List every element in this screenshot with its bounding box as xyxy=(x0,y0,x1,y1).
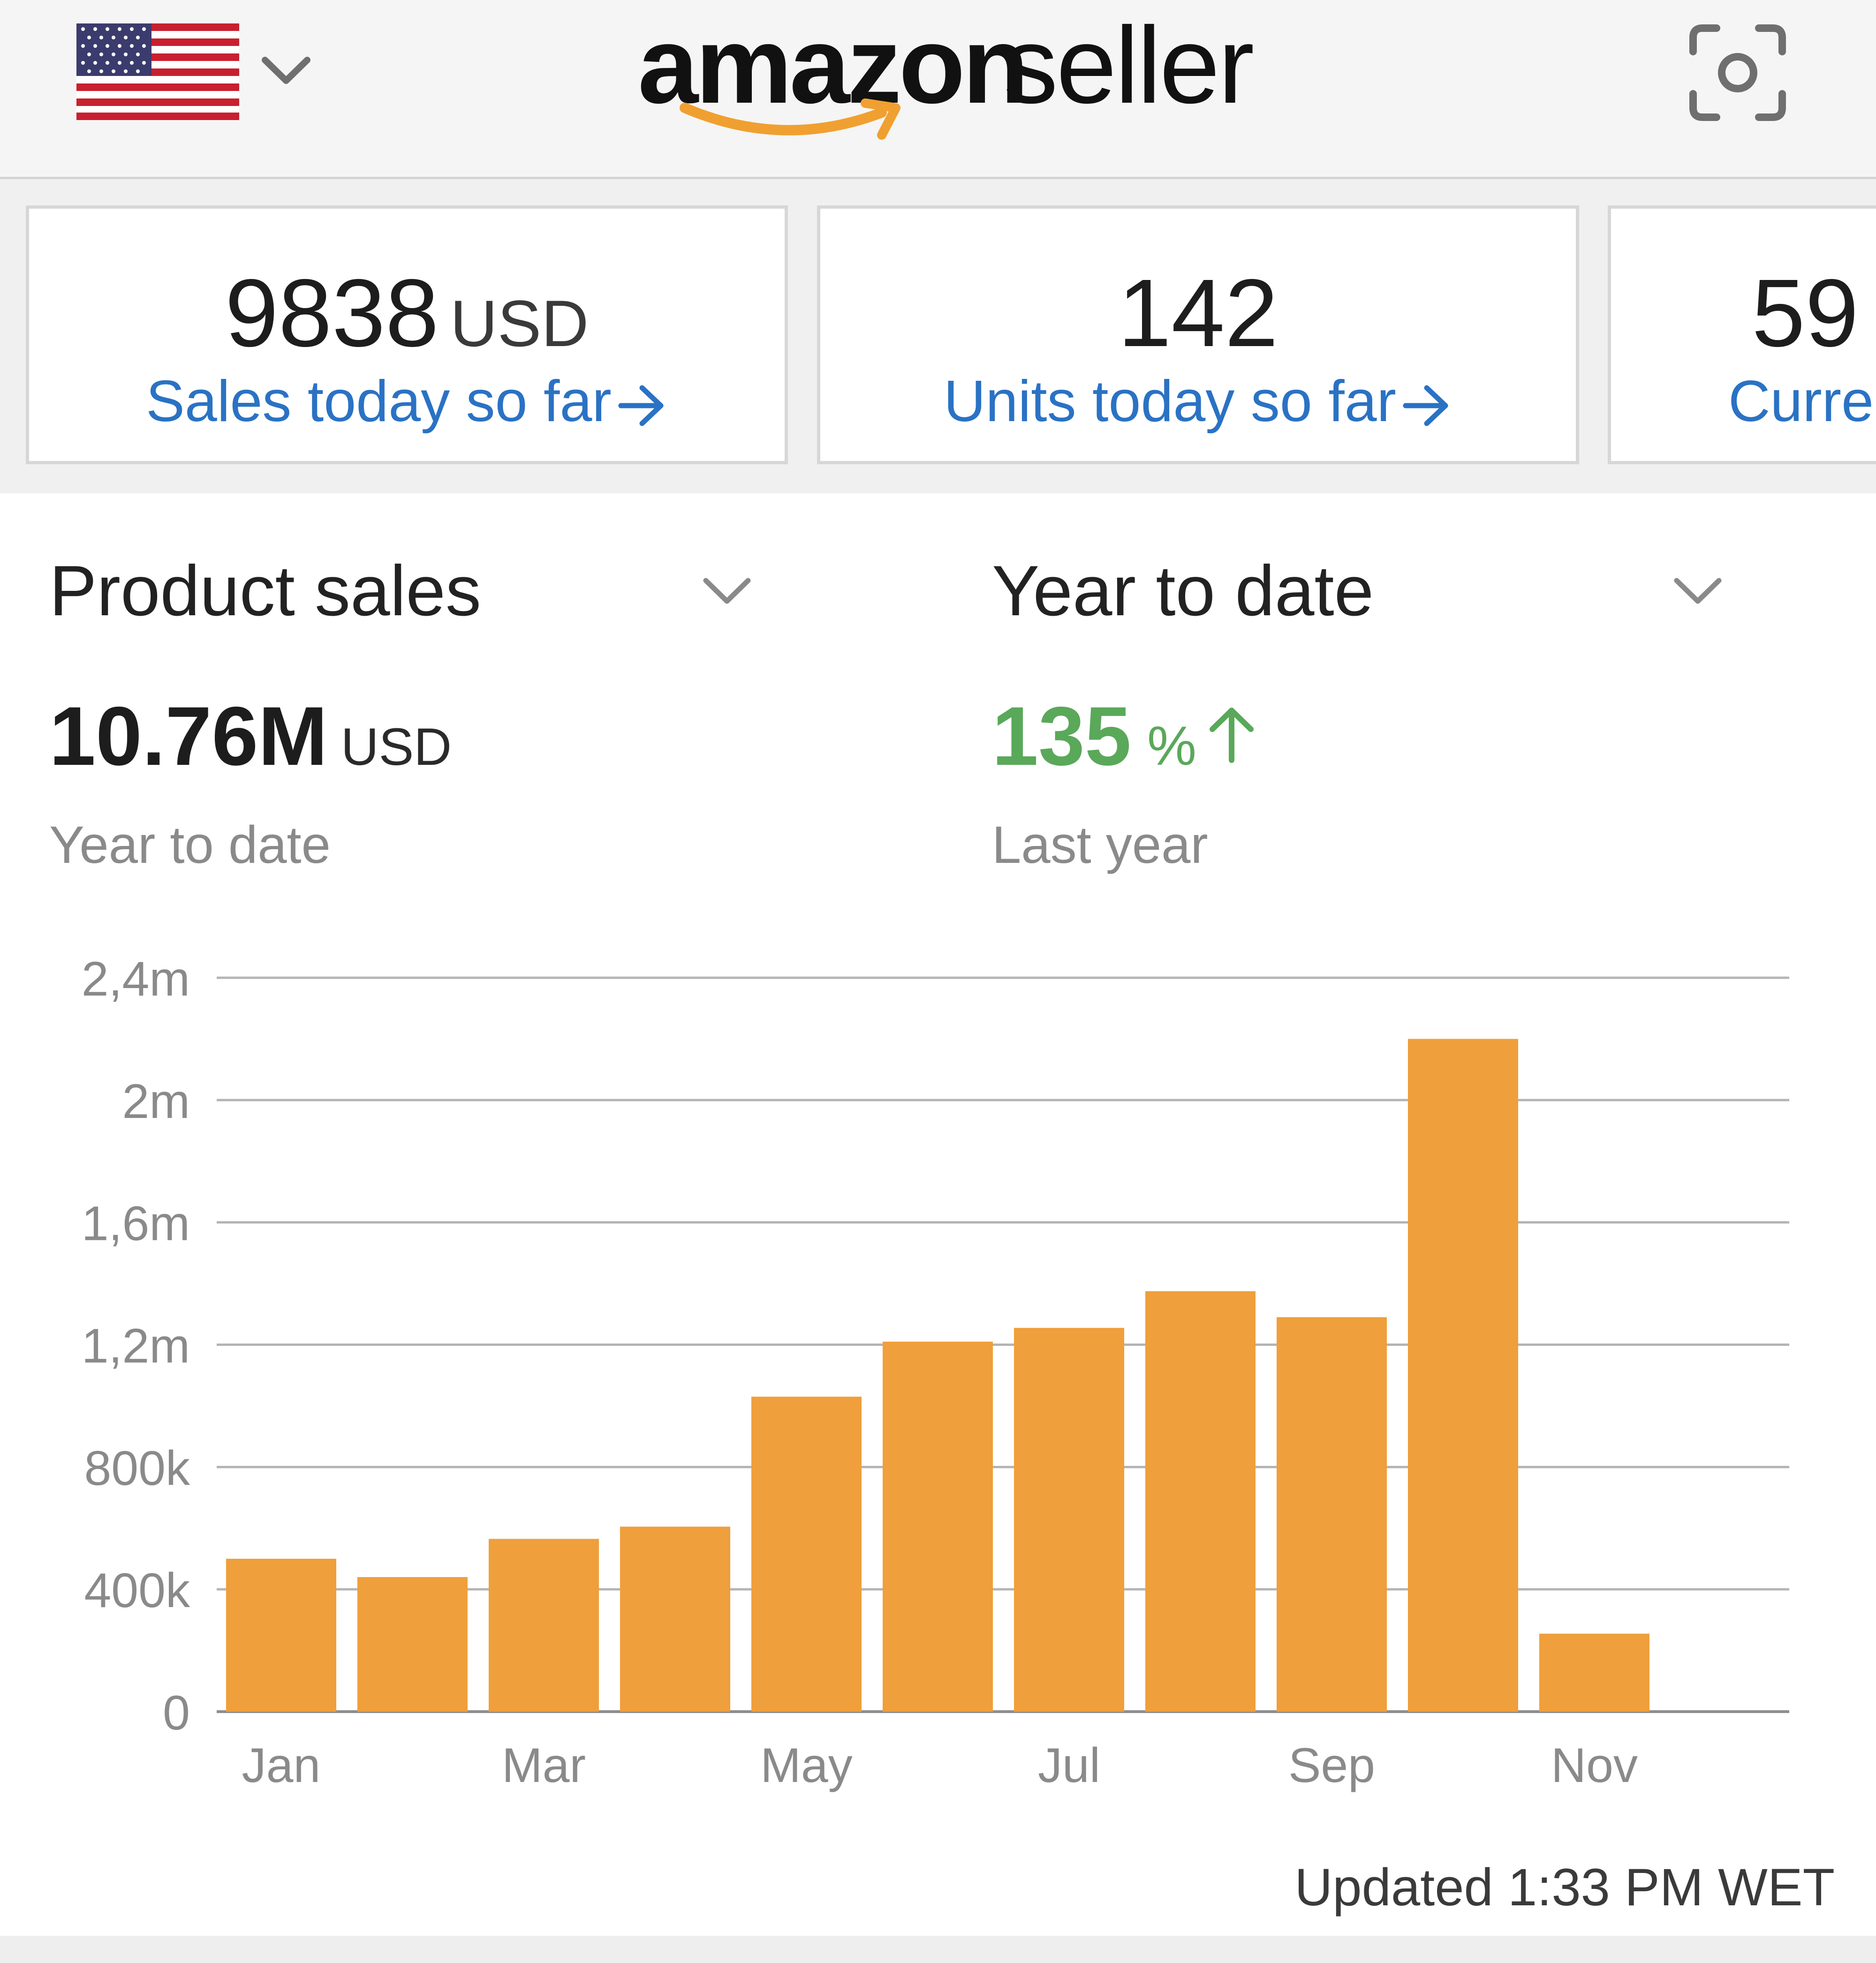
yoy-change-value: 135 xyxy=(992,689,1131,783)
x-tick-label: Sep xyxy=(1288,1738,1375,1793)
bottom-divider xyxy=(0,1936,1876,1963)
x-tick-label: Jan xyxy=(242,1738,321,1793)
period-selector[interactable]: Year to date xyxy=(992,551,1724,631)
current-card-link-label: Curre xyxy=(1728,369,1874,434)
bar-sep xyxy=(1277,1317,1387,1712)
chevron-down-icon xyxy=(1674,578,1722,604)
bar-may xyxy=(751,1397,862,1712)
amazon-seller-logo: amazon seller xyxy=(628,5,1254,145)
sales-today-value: 9838 xyxy=(225,259,439,367)
metric-value: 135% xyxy=(992,689,1257,810)
sales-today-link-label: Sales today so far xyxy=(146,369,612,434)
bar-jun xyxy=(883,1341,993,1712)
y-tick-label: 800k xyxy=(84,1441,190,1495)
metric-selector-label: Product sales xyxy=(49,551,481,631)
x-tick-label: Mar xyxy=(502,1738,586,1793)
x-tick-label: Nov xyxy=(1551,1738,1638,1793)
ytd-sales-metric: 10.76M USD Year to date xyxy=(49,689,452,875)
yoy-change-label: Last year xyxy=(992,815,1208,874)
units-today-card[interactable]: 142 Units today so far xyxy=(817,205,1579,464)
arrow-right-icon xyxy=(1403,385,1448,426)
bar-oct xyxy=(1408,1039,1518,1712)
card-value: 142 xyxy=(820,258,1576,369)
current-card-link[interactable]: Curre xyxy=(1728,368,1876,435)
current-card-partial[interactable]: 59 Curre xyxy=(1608,205,1876,464)
y-tick-label: 1,6m xyxy=(82,1197,190,1251)
bar-jul xyxy=(1014,1328,1124,1712)
arrow-up-icon xyxy=(1209,708,1254,763)
metric-selector[interactable]: Product sales xyxy=(49,551,753,631)
chevron-down-icon xyxy=(703,578,751,604)
y-tick-label: 400k xyxy=(84,1563,190,1618)
card-value: 59 xyxy=(1752,258,1876,369)
product-sales-chart: 0 400k 800k 1,2m 1,6m 2m 2,4m Jan Mar May Jul Sep No… xyxy=(0,919,1876,1824)
sales-today-card[interactable]: 9838 USD Sales today so far xyxy=(26,205,788,464)
bar-aug xyxy=(1145,1291,1256,1712)
us-flag-icon[interactable] xyxy=(76,23,239,120)
summary-cards: 9838 USD Sales today so far 142 Units tod… xyxy=(0,179,1876,493)
x-tick-label: May xyxy=(760,1738,852,1793)
sales-today-unit: USD xyxy=(450,287,589,360)
metric-value: 10.76M USD xyxy=(49,689,452,810)
sales-today-link[interactable]: Sales today so far xyxy=(29,368,785,435)
bar-feb xyxy=(357,1577,468,1712)
ytd-sales-value: 10.76M xyxy=(49,689,328,783)
app-header: amazon seller xyxy=(0,0,1876,179)
y-tick-label: 2,4m xyxy=(82,952,190,1006)
logo-word-amazon: amazon xyxy=(638,5,1029,126)
y-tick-label: 0 xyxy=(163,1686,190,1740)
units-today-value: 142 xyxy=(1118,259,1278,367)
y-tick-label: 2m xyxy=(122,1074,190,1129)
y-tick-label: 1,2m xyxy=(82,1319,190,1374)
chevron-down-icon[interactable] xyxy=(260,52,312,89)
bar-chart-svg: 0 400k 800k 1,2m 1,6m 2m 2,4m Jan Mar May Jul Sep No… xyxy=(82,952,1789,1793)
updated-timestamp: Updated 1:33 PM WET xyxy=(1294,1858,1835,1917)
period-selector-label: Year to date xyxy=(992,551,1374,631)
logo-word-seller: seller xyxy=(1004,5,1254,126)
bar-nov xyxy=(1539,1633,1649,1712)
bar-jan xyxy=(226,1558,336,1712)
units-today-link[interactable]: Units today so far xyxy=(820,368,1576,435)
x-tick-label: Jul xyxy=(1038,1738,1100,1793)
yoy-change-metric: 135% Last year xyxy=(992,689,1257,875)
ytd-sales-unit: USD xyxy=(340,717,452,776)
current-card-value: 59 xyxy=(1752,259,1859,367)
bar-mar xyxy=(489,1539,599,1712)
camera-scan-icon[interactable] xyxy=(1688,23,1787,122)
arrow-right-icon xyxy=(618,385,664,426)
card-value: 9838 USD xyxy=(29,258,785,369)
yoy-change-unit: % xyxy=(1147,715,1196,777)
bar-apr xyxy=(620,1526,730,1712)
amazon-smile-icon xyxy=(680,98,900,140)
ytd-sales-label: Year to date xyxy=(49,815,331,874)
units-today-link-label: Units today so far xyxy=(944,369,1396,434)
